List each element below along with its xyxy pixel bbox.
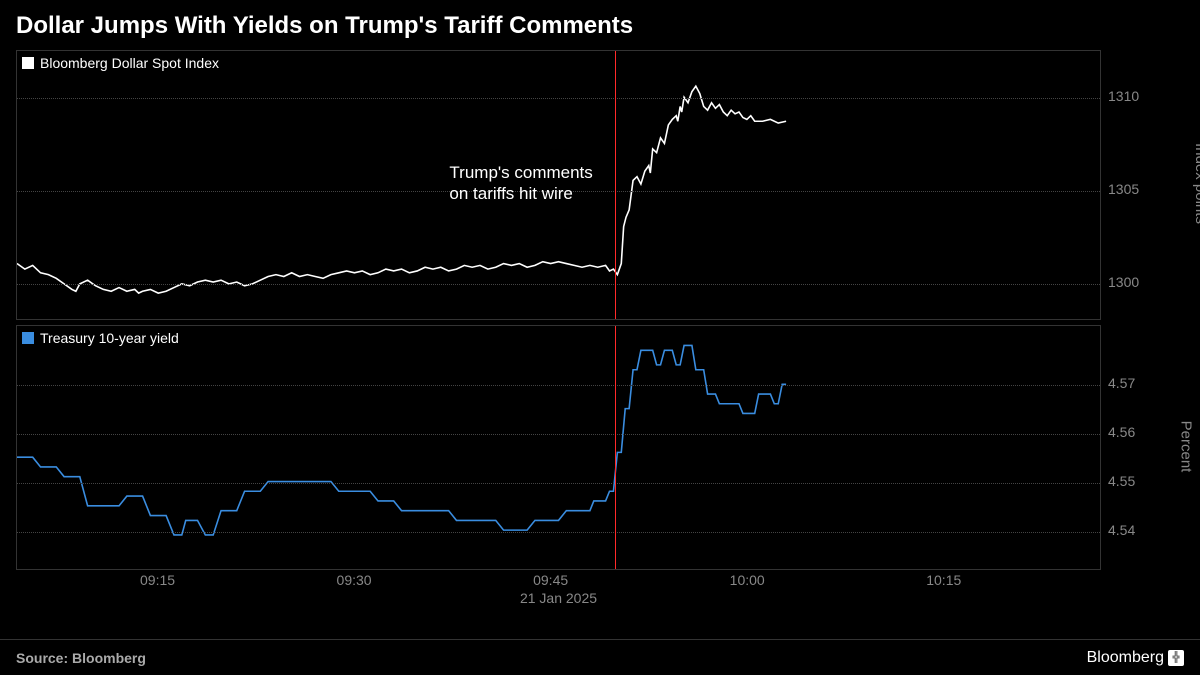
event-line: [615, 326, 616, 569]
ytick-label: 4.55: [1108, 473, 1135, 489]
chart-title: Dollar Jumps With Yields on Trump's Tari…: [0, 0, 1200, 48]
footer: Source: Bloomberg Bloomberg ╬: [0, 639, 1200, 675]
legend-label-dollar: Bloomberg Dollar Spot Index: [40, 55, 219, 71]
ytick-label: 4.57: [1108, 375, 1135, 391]
charts-area: Bloomberg Dollar Spot Index Trump's comm…: [0, 50, 1200, 639]
gridline: [17, 385, 1100, 386]
legend-swatch-dollar: [22, 57, 34, 69]
annotation-line1: Trump's comments: [449, 162, 592, 183]
xtick-label: 09:30: [337, 572, 372, 588]
ytick-label: 4.54: [1108, 522, 1135, 538]
legend-label-yield: Treasury 10-year yield: [40, 330, 179, 346]
xtick-label: 09:15: [140, 572, 175, 588]
brand: Bloomberg ╬: [1087, 649, 1184, 667]
ytick-label: 4.56: [1108, 424, 1135, 440]
brand-icon: ╬: [1168, 650, 1184, 666]
gridline: [17, 434, 1100, 435]
gridline: [17, 98, 1100, 99]
yaxis-title-dollar: Index points: [1192, 143, 1200, 224]
plot-yield: Treasury 10-year yield: [16, 325, 1101, 570]
yaxis-title-yield: Percent: [1177, 420, 1194, 472]
legend-swatch-yield: [22, 332, 34, 344]
ytick-label: 1310: [1108, 88, 1139, 104]
series-line: [17, 345, 786, 535]
ytick-label: 1300: [1108, 274, 1139, 290]
legend-dollar: Bloomberg Dollar Spot Index: [22, 55, 219, 71]
annotation-line2: on tariffs hit wire: [449, 183, 592, 204]
gridline: [17, 284, 1100, 285]
gridline: [17, 483, 1100, 484]
series-line: [17, 86, 786, 293]
source-label: Source: Bloomberg: [16, 650, 146, 666]
annotation-tariff-comment: Trump's comments on tariffs hit wire: [449, 162, 592, 205]
chart-container: Dollar Jumps With Yields on Trump's Tari…: [0, 0, 1200, 675]
xtick-label: 10:00: [730, 572, 765, 588]
xtick-label: 09:45: [533, 572, 568, 588]
event-line: [615, 51, 616, 319]
legend-yield: Treasury 10-year yield: [22, 330, 179, 346]
xtick-label: 10:15: [926, 572, 961, 588]
brand-text: Bloomberg: [1087, 649, 1164, 667]
xaxis-date-label: 21 Jan 2025: [520, 590, 597, 606]
plot-dollar: Bloomberg Dollar Spot Index Trump's comm…: [16, 50, 1101, 320]
gridline: [17, 532, 1100, 533]
ytick-label: 1305: [1108, 181, 1139, 197]
